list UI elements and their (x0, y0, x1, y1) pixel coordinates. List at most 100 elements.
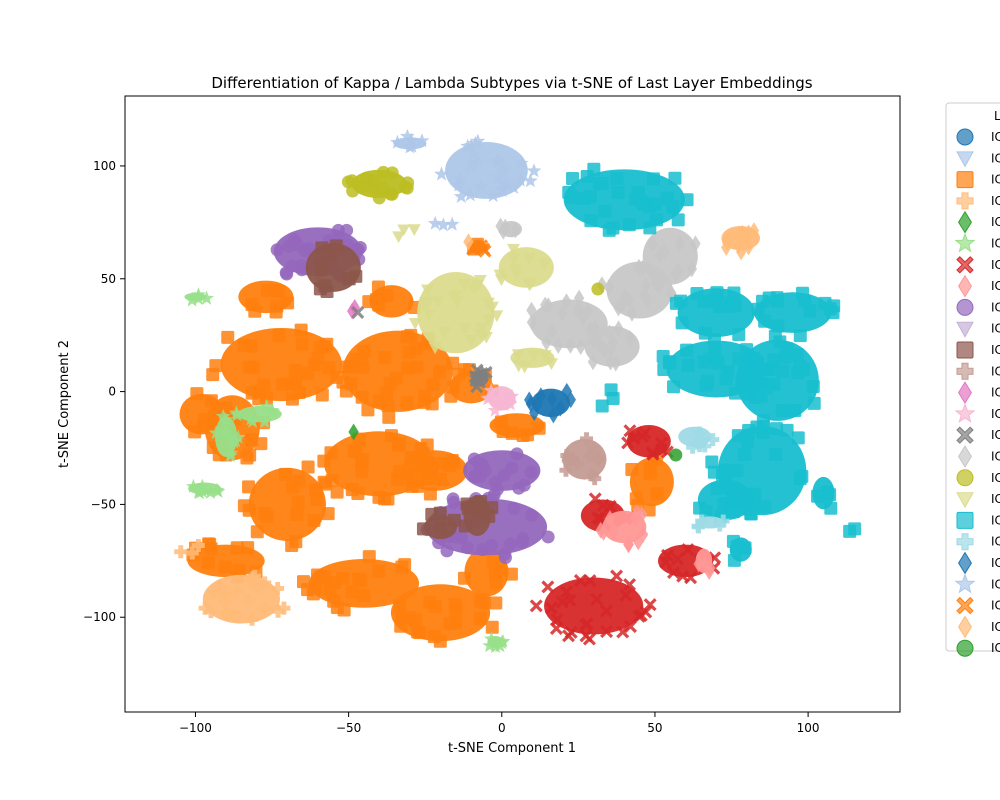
data-point (591, 282, 605, 296)
data-point (498, 551, 512, 565)
data-point (573, 289, 585, 307)
cluster-series-6-1 (621, 424, 674, 461)
data-point (659, 555, 673, 569)
data-point (623, 620, 637, 634)
cluster-series-2-2 (317, 429, 449, 506)
cluster-series-21-2 (427, 215, 460, 232)
data-point (199, 290, 214, 305)
y-tick-label: 100 (93, 159, 116, 173)
data-point (671, 552, 685, 566)
data-point (524, 277, 538, 290)
data-point (458, 323, 472, 335)
data-point (610, 354, 621, 372)
cluster-series-16-0 (341, 165, 415, 205)
data-point (318, 279, 332, 293)
data-point (506, 243, 520, 256)
data-point (258, 602, 272, 616)
data-point (776, 364, 790, 378)
data-point (345, 174, 359, 188)
data-point (390, 134, 405, 149)
legend-entry: IC (956, 322, 1000, 338)
data-point (690, 235, 701, 253)
data-point (724, 500, 738, 514)
data-point (788, 404, 802, 418)
data-point (587, 353, 599, 371)
data-point (483, 631, 499, 646)
data-point (587, 162, 601, 176)
legend-entry: IC (956, 426, 1000, 444)
data-point (428, 342, 442, 355)
data-point (490, 169, 506, 184)
data-point (624, 330, 636, 348)
data-point (384, 187, 398, 201)
data-point (732, 328, 746, 342)
legend-entry: IC (958, 445, 1000, 468)
data-point (524, 508, 538, 522)
legend-label: IC (991, 513, 1000, 527)
cluster-series-2-8 (400, 442, 468, 501)
cluster-series-7-0 (595, 504, 649, 553)
y-axis-label: t-SNE Component 2 (57, 340, 72, 468)
data-point (582, 302, 593, 320)
legend-label: IC (991, 641, 1000, 655)
data-point (646, 172, 660, 186)
data-point (243, 411, 259, 426)
data-point (507, 253, 521, 266)
data-point (619, 287, 631, 305)
data-point (436, 217, 451, 232)
data-point (522, 253, 536, 265)
data-point (288, 364, 302, 378)
legend-marker (958, 445, 972, 468)
data-point (275, 377, 289, 391)
data-point (451, 177, 467, 192)
legend-marker (956, 533, 974, 551)
data-point (219, 588, 233, 602)
data-point (738, 541, 752, 555)
data-point (758, 500, 772, 514)
data-point (383, 376, 397, 390)
y-tick-label: −50 (91, 497, 116, 511)
data-point (650, 213, 664, 227)
cluster-series-18-9 (595, 383, 620, 413)
data-point (726, 226, 737, 244)
data-point (330, 485, 344, 499)
y-tick-label: −100 (83, 610, 116, 624)
data-point (775, 404, 789, 418)
x-tick-label: −50 (336, 721, 361, 735)
legend-label: IC (991, 151, 1000, 165)
data-point (650, 487, 664, 501)
data-point (282, 239, 296, 253)
data-point (286, 480, 300, 494)
data-point (250, 525, 264, 539)
axes: −100 −50 0 50 100 −100 −50 0 50 100 (83, 159, 820, 735)
data-point (637, 259, 648, 277)
x-tick-label: 100 (797, 721, 820, 735)
data-point (807, 396, 821, 410)
data-point (230, 429, 246, 444)
data-point (221, 330, 235, 344)
data-point (680, 193, 694, 207)
data-point (623, 578, 637, 592)
data-point (458, 519, 472, 533)
data-point (666, 286, 677, 304)
cluster-series-10-0 (305, 239, 363, 299)
data-point (378, 351, 392, 365)
data-point (219, 606, 233, 620)
data-point (351, 487, 365, 501)
data-point (174, 545, 188, 559)
data-point (681, 543, 695, 557)
data-point (762, 291, 776, 305)
data-point (420, 284, 434, 297)
cluster-series-18-5 (754, 286, 841, 343)
data-point (591, 511, 605, 525)
data-point (285, 539, 299, 553)
data-point (510, 221, 521, 239)
data-point (748, 222, 760, 240)
cluster-series-2-12 (179, 387, 233, 439)
data-point (404, 451, 418, 465)
legend-entry: IC (954, 232, 1000, 253)
chart-title: Differentiation of Kappa / Lambda Subtyp… (211, 74, 812, 92)
legend-marker (956, 511, 974, 529)
cluster-series-24-0 (669, 448, 683, 462)
data-point (494, 564, 508, 578)
